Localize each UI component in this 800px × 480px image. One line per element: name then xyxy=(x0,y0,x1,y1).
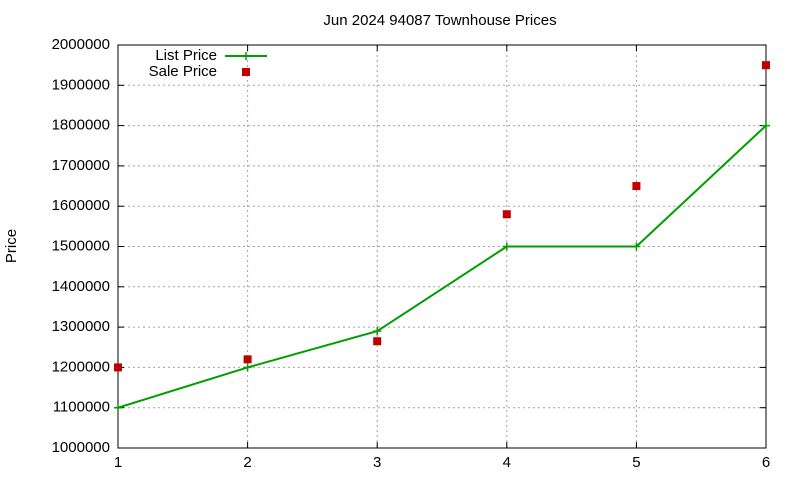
y-tick-label: 1800000 xyxy=(52,117,110,134)
point xyxy=(373,327,382,336)
chart-title: Jun 2024 94087 Townhouse Prices xyxy=(323,12,556,29)
point xyxy=(502,242,511,251)
y-tick-label: 1300000 xyxy=(52,318,110,335)
y-tick-label: 1000000 xyxy=(52,439,110,456)
x-tick-label: 6 xyxy=(762,454,770,471)
point xyxy=(114,363,122,372)
point xyxy=(762,121,770,130)
y-tick-label: 1900000 xyxy=(52,76,110,93)
y-axis-label: Price xyxy=(3,229,20,263)
point xyxy=(632,182,641,191)
legend-swatch xyxy=(242,52,250,60)
y-tick-label: 1400000 xyxy=(52,278,110,295)
x-tick-label: 4 xyxy=(503,454,511,471)
x-tick-label: 1 xyxy=(114,454,122,471)
point xyxy=(243,363,252,372)
point xyxy=(502,210,511,219)
y-tick-label: 1100000 xyxy=(53,399,110,416)
x-tick-label: 5 xyxy=(632,454,640,471)
plot-frame xyxy=(117,44,767,449)
point xyxy=(243,355,252,364)
line xyxy=(117,124,767,409)
y-tick-label: 1200000 xyxy=(52,358,110,375)
x-tick-label: 3 xyxy=(373,454,381,471)
legend-label: Sale Price xyxy=(149,63,217,80)
point xyxy=(762,61,770,70)
legend-swatch xyxy=(242,68,250,76)
point xyxy=(114,403,122,412)
point xyxy=(632,242,641,251)
point xyxy=(373,337,382,346)
y-tick-label: 1700000 xyxy=(52,157,110,174)
y-tick-label: 1600000 xyxy=(52,197,110,214)
y-tick-label: 2000000 xyxy=(52,36,110,53)
x-tick-label: 2 xyxy=(243,454,251,471)
legend-label: List Price xyxy=(155,47,217,64)
y-tick-label: 1500000 xyxy=(52,237,110,254)
